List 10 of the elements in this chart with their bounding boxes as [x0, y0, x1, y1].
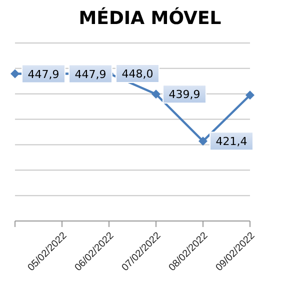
data-label: 447,9: [74, 68, 106, 81]
data-label: 421,4: [216, 135, 248, 148]
point: [10, 69, 20, 78]
chart-title: MÉDIA MÓVEL: [78, 8, 222, 29]
data-label: 447,9: [28, 68, 60, 81]
point: [198, 136, 208, 146]
data-label: 448,0: [122, 68, 154, 81]
point: [152, 90, 160, 99]
data-label: 439,9: [168, 88, 200, 102]
point: [246, 90, 254, 100]
